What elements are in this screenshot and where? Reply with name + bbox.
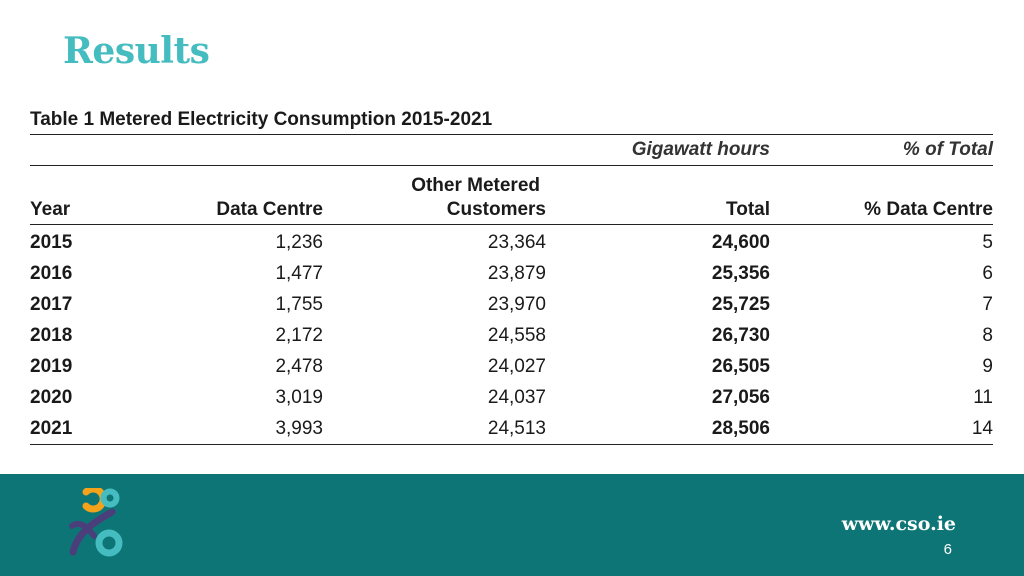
cell-other-metered: 23,364: [487, 231, 546, 253]
table-row: 2016 1,477 23,879 25,356 6: [30, 258, 993, 289]
cell-pct-data-centre: 8: [982, 324, 993, 346]
cso-logo-icon: [69, 488, 123, 557]
cell-year: 2017: [30, 293, 73, 315]
cell-pct-data-centre: 7: [982, 293, 993, 315]
cell-pct-data-centre: 11: [973, 386, 993, 408]
cell-year: 2021: [30, 417, 73, 439]
cell-data-centre: 3,993: [275, 417, 323, 439]
cell-other-metered: 23,970: [487, 293, 546, 315]
table-row: 2020 3,019 24,037 27,056 11: [30, 382, 993, 413]
unit-label: Gigawatt hours: [631, 139, 770, 160]
cell-pct-data-centre: 6: [982, 262, 993, 284]
table-body: 2015 1,236 23,364 24,600 5 2016 1,477 23,879 25,…: [30, 225, 993, 445]
header-other-metered-line2: Customers: [446, 199, 546, 220]
table-row: 2021 3,993 24,513 28,506 14: [30, 413, 993, 445]
cell-year: 2020: [30, 386, 73, 408]
consumption-table-container: Gigawatt hours % of Total Year Data Cent…: [30, 134, 993, 445]
cell-year: 2018: [30, 324, 73, 346]
cell-data-centre: 1,755: [275, 293, 323, 315]
header-other-metered-line1: Other Metered: [411, 175, 540, 196]
table-row: 2018 2,172 24,558 26,730 8: [30, 320, 993, 351]
cell-data-centre: 3,019: [275, 386, 323, 408]
cell-other-metered: 23,879: [487, 262, 546, 284]
cell-other-metered: 24,513: [487, 417, 546, 439]
pct-label: % of Total: [902, 139, 993, 160]
header-data-centre: Data Centre: [216, 199, 323, 220]
logo-teal-ring: [95, 529, 123, 557]
header-year: Year: [30, 199, 71, 220]
slide-title: Results: [63, 30, 210, 72]
cell-data-centre: 2,478: [275, 355, 323, 377]
cell-total: 28,506: [711, 417, 770, 439]
header-row: Year Data Centre Other Metered Customers…: [30, 166, 993, 225]
table-caption: Table 1 Metered Electricity Consumption …: [30, 109, 493, 130]
cell-other-metered: 24,037: [487, 386, 546, 408]
cell-total: 24,600: [711, 231, 770, 253]
consumption-table: Gigawatt hours % of Total Year Data Cent…: [30, 134, 993, 445]
cell-year: 2015: [30, 231, 73, 253]
cell-total: 26,730: [711, 324, 770, 346]
page-number: 6: [943, 541, 952, 558]
cell-other-metered: 24,027: [487, 355, 546, 377]
cell-pct-data-centre: 5: [982, 231, 993, 253]
header-pct-data-centre: % Data Centre: [864, 199, 993, 220]
table-row: 2017 1,755 23,970 25,725 7: [30, 289, 993, 320]
cell-total: 26,505: [711, 355, 770, 377]
cell-total: 25,725: [711, 293, 770, 315]
cell-total: 25,356: [711, 262, 770, 284]
unit-row: Gigawatt hours % of Total: [30, 134, 993, 166]
site-url[interactable]: www.cso.ie: [841, 513, 956, 535]
cell-data-centre: 1,236: [275, 231, 323, 253]
logo-teal-dot: [100, 488, 120, 508]
logo-purple-curve: [69, 520, 97, 539]
table-row: 2015 1,236 23,364 24,600 5: [30, 225, 993, 259]
cell-data-centre: 2,172: [275, 324, 323, 346]
cell-year: 2016: [30, 262, 73, 284]
header-other-metered: Other Metered Customers: [323, 166, 546, 225]
cell-total: 27,056: [711, 386, 770, 408]
cell-year: 2019: [30, 355, 73, 377]
table-row: 2019 2,478 24,027 26,505 9: [30, 351, 993, 382]
cell-pct-data-centre: 14: [971, 417, 993, 439]
cell-data-centre: 1,477: [275, 262, 323, 284]
cell-other-metered: 24,558: [487, 324, 546, 346]
header-total: Total: [726, 199, 770, 220]
cell-pct-data-centre: 9: [982, 355, 993, 377]
footer-band: www.cso.ie 6: [0, 474, 1024, 576]
